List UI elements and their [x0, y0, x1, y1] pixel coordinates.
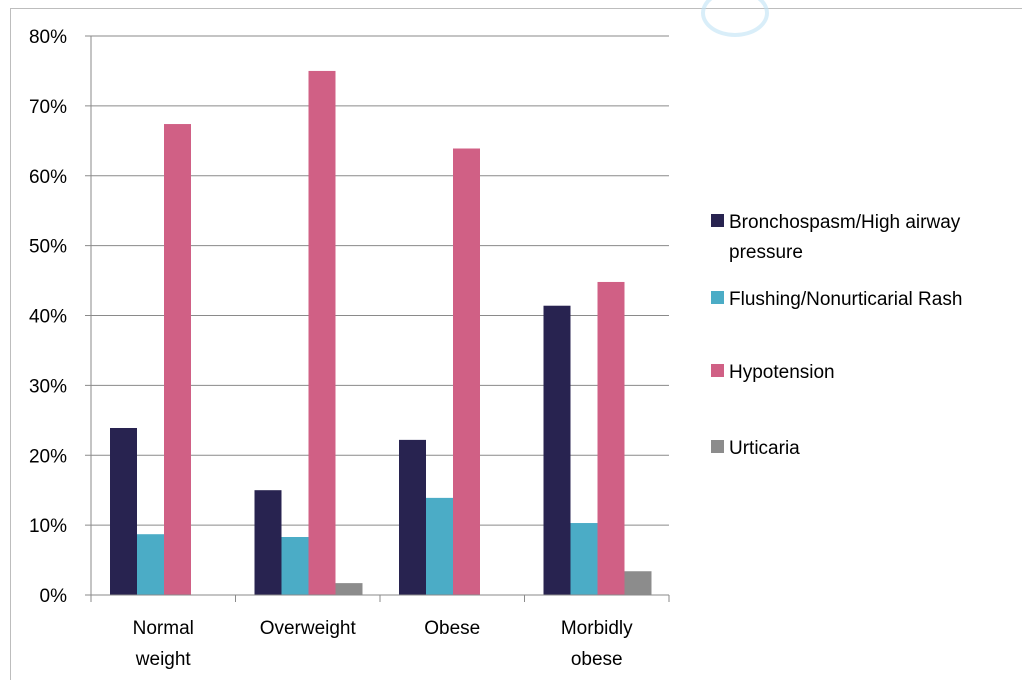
y-tick-label: 70%: [29, 97, 67, 118]
legend-label: Urticaria: [729, 438, 800, 459]
legend-label: Flushing/Nonurticarial Rash: [729, 289, 962, 310]
legend-swatch: [711, 291, 724, 304]
y-tick-label: 50%: [29, 237, 67, 258]
bar: [164, 124, 191, 595]
x-tick-label: Normal: [133, 618, 194, 639]
x-tick-label: weight: [135, 649, 192, 670]
bar: [308, 70, 336, 595]
bars: [110, 70, 652, 595]
bar: [335, 583, 363, 595]
x-tick-label: Overweight: [260, 618, 357, 639]
bar: [543, 305, 571, 595]
bar: [254, 490, 282, 595]
x-tick-labels: Normal weight Overweight Obese Morbidly obese: [133, 618, 634, 670]
y-tick-label: 40%: [29, 307, 67, 328]
x-tick-label: Morbidly: [561, 618, 633, 639]
legend-swatch: [711, 440, 724, 453]
bar: [137, 534, 164, 595]
watermark-logo: [701, 0, 769, 37]
bar: [570, 523, 598, 595]
bar: [426, 497, 453, 595]
bar: [624, 571, 652, 595]
y-tick-label: 30%: [29, 376, 67, 397]
y-tick-labels: 0% 10% 20% 30% 40% 50% 60% 70% 80%: [29, 27, 67, 607]
x-tick-label: Obese: [424, 618, 480, 639]
legend-label: Hypotension: [729, 362, 835, 383]
y-tick-label: 10%: [29, 516, 67, 537]
bar: [453, 148, 480, 595]
legend-swatch: [711, 214, 724, 227]
x-tick-label: obese: [571, 649, 623, 670]
legend: Bronchospasm/High airway pressure Flushing…: [711, 212, 962, 459]
chart-frame: [10, 0, 1022, 680]
legend-label: pressure: [729, 242, 803, 263]
y-tick-label: 20%: [29, 446, 67, 467]
y-tick-label: 80%: [29, 27, 67, 48]
bar: [110, 427, 137, 595]
y-tick-label: 60%: [29, 167, 67, 188]
legend-swatch: [711, 364, 724, 377]
bar: [399, 439, 426, 595]
bar: [597, 281, 625, 595]
bar: [281, 537, 309, 595]
y-tick-label: 0%: [40, 586, 68, 607]
legend-label: Bronchospasm/High airway: [729, 212, 961, 233]
axes: [90, 36, 670, 602]
